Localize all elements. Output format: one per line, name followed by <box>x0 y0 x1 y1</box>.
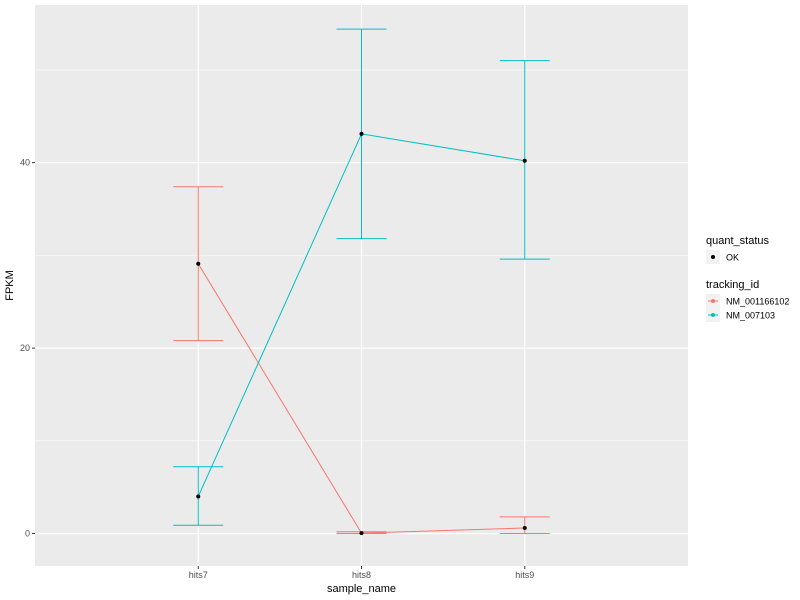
legend-title: tracking_id <box>706 279 759 291</box>
y-axis-title: FPKM <box>4 270 16 301</box>
y-tick-label: 20 <box>20 343 30 353</box>
data-point <box>196 261 201 266</box>
x-tick-label: hits7 <box>189 570 208 580</box>
x-tick-label: hits9 <box>515 570 534 580</box>
data-point <box>359 131 364 136</box>
data-point <box>522 158 527 163</box>
series-group <box>173 186 550 536</box>
data-point <box>196 494 201 499</box>
axes: 0 20 40 hits7 hits8 hits9 <box>20 158 534 580</box>
legend-key-point <box>711 299 715 303</box>
y-tick-label: 40 <box>20 158 30 168</box>
legend-title: quant_status <box>706 235 769 247</box>
legend: quant_status OK tracking_id NM_001166102 NM_… <box>706 235 789 322</box>
data-point <box>522 525 527 530</box>
x-tick-label: hits8 <box>352 570 371 580</box>
legend-key-point <box>711 313 715 317</box>
y-tick-label: 0 <box>25 529 30 539</box>
x-axis-title: sample_name <box>327 583 396 595</box>
legend-label: OK <box>726 253 739 263</box>
legend-label: NM_007103 <box>726 311 775 321</box>
data-point <box>359 531 364 536</box>
series-layer <box>173 28 550 536</box>
legend-key-point <box>711 255 715 259</box>
legend-label: NM_001166102 <box>726 297 789 307</box>
series-group <box>173 28 550 526</box>
